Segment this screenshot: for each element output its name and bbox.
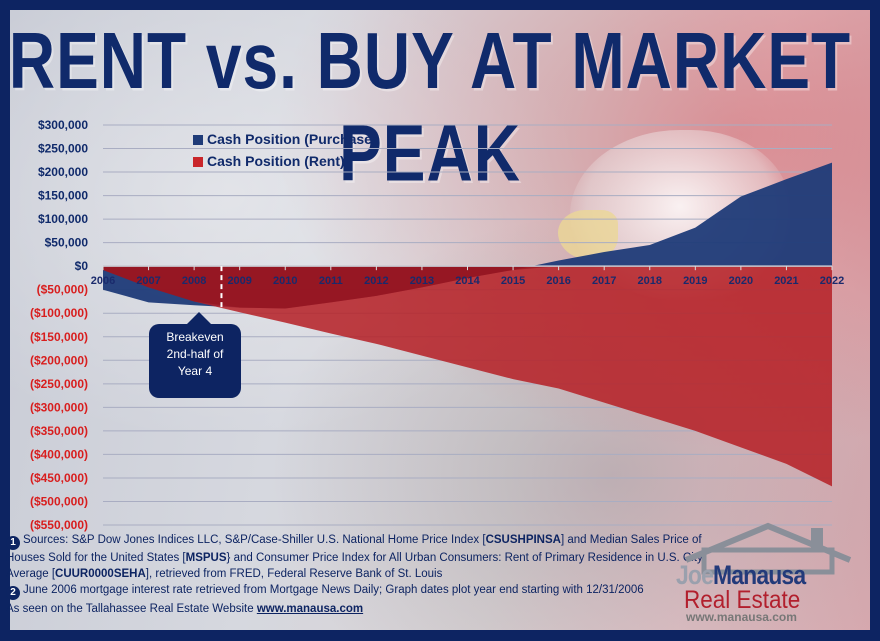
y-tick-label: $300,000 xyxy=(38,118,88,132)
x-tick-label: 2014 xyxy=(455,275,480,287)
source-text: ] and Median Sales Price of Houses Sold … xyxy=(6,534,702,564)
x-tick-label: 2020 xyxy=(729,275,753,287)
logo-joe: Joe xyxy=(676,560,714,590)
breakeven-callout: Breakeven 2nd-half of Year 4 xyxy=(149,312,241,398)
y-tick-label: ($400,000) xyxy=(30,447,88,461)
x-tick-label: 2021 xyxy=(774,275,798,287)
sources-note: 1 Sources: S&P Dow Jones Indices LLC, S&P… xyxy=(6,532,726,600)
y-tick-label: ($50,000) xyxy=(37,283,88,297)
series-code: CUUR0000SEHA xyxy=(55,568,146,580)
x-tick-label: 2019 xyxy=(683,275,707,287)
x-tick-label: 2016 xyxy=(546,275,570,287)
x-tick-label: 2018 xyxy=(638,275,662,287)
x-tick-label: 2017 xyxy=(592,275,616,287)
y-tick-label: ($450,000) xyxy=(30,471,88,485)
joe-manausa-logo: JoeManausa Real Estate www.manausa.com xyxy=(676,520,860,624)
source-text: Sources: S&P Dow Jones Indices LLC, S&P/… xyxy=(23,534,486,546)
y-tick-label: ($200,000) xyxy=(30,353,88,367)
y-axis: $300,000 $250,000 $200,000 $150,000 $100,000… xyxy=(30,118,88,532)
y-tick-label: ($500,000) xyxy=(30,494,88,508)
house-icon xyxy=(684,522,852,575)
website-link[interactable]: www.manausa.com xyxy=(256,603,364,615)
y-tick-label: $250,000 xyxy=(38,142,88,156)
callout-line: 2nd-half of xyxy=(166,347,224,361)
y-tick-label: $0 xyxy=(75,259,89,273)
y-tick-label: ($250,000) xyxy=(30,377,88,391)
x-tick-label: 2007 xyxy=(136,275,160,287)
callout-line: Breakeven xyxy=(166,330,224,344)
x-tick-label: 2008 xyxy=(182,275,206,287)
number-two-icon: 2 xyxy=(6,586,20,600)
y-tick-label: $200,000 xyxy=(38,165,88,179)
logo-url: www.manausa.com xyxy=(686,610,797,624)
x-tick-label: 2009 xyxy=(227,275,251,287)
y-tick-label: $100,000 xyxy=(38,212,88,226)
source-text: June 2006 mortgage interest rate retriev… xyxy=(23,584,644,596)
logo-real-estate: Real Estate xyxy=(684,586,801,614)
y-tick-label: ($150,000) xyxy=(30,330,88,344)
y-tick-label: ($550,000) xyxy=(30,518,88,532)
source-text: } and Consumer Price Index for All Urban… xyxy=(6,552,703,580)
legend-swatch-rent xyxy=(193,157,203,167)
callout-line: Year 4 xyxy=(177,364,213,378)
logo-manausa: Manausa xyxy=(713,560,806,590)
legend: Cash Position (Purchase) Cash Position (… xyxy=(193,131,377,169)
footer-text: As seen on the Tallahassee Real Estate W… xyxy=(6,603,257,615)
x-tick-label: 2013 xyxy=(410,275,434,287)
legend-swatch-purchase xyxy=(193,135,203,145)
x-tick-label: 2006 xyxy=(91,275,115,287)
source-text: ], retrieved from FRED, Federal Reserve … xyxy=(145,568,443,580)
as-seen-footer: As seen on the Tallahassee Real Estate W… xyxy=(6,603,363,615)
rent-area xyxy=(103,266,832,487)
x-tick-label: 2011 xyxy=(319,275,343,287)
number-one-icon: 1 xyxy=(6,536,20,550)
x-tick-label: 2010 xyxy=(273,275,297,287)
overlap-area xyxy=(103,266,832,309)
x-tick-label: 2015 xyxy=(501,275,525,287)
series-code: MSPUS xyxy=(185,552,227,564)
legend-label-purchase: Cash Position (Purchase) xyxy=(207,131,377,147)
y-tick-label: $50,000 xyxy=(45,236,89,250)
y-tick-label: ($300,000) xyxy=(30,400,88,414)
y-tick-label: ($350,000) xyxy=(30,424,88,438)
x-axis: 2006 2007 2008 2009 2010 2011 2012 2013 2014 2015… xyxy=(91,265,844,287)
series-code: CSUSHPINSA xyxy=(485,534,561,546)
series-areas xyxy=(103,162,832,487)
y-tick-label: $150,000 xyxy=(38,189,88,203)
x-tick-label: 2022 xyxy=(820,275,844,287)
page-title: RENT vs. BUY AT MARKET PEAK xyxy=(8,15,852,198)
legend-label-rent: Cash Position (Rent) xyxy=(207,153,345,169)
y-tick-label: ($100,000) xyxy=(30,306,88,320)
x-tick-label: 2012 xyxy=(364,275,388,287)
